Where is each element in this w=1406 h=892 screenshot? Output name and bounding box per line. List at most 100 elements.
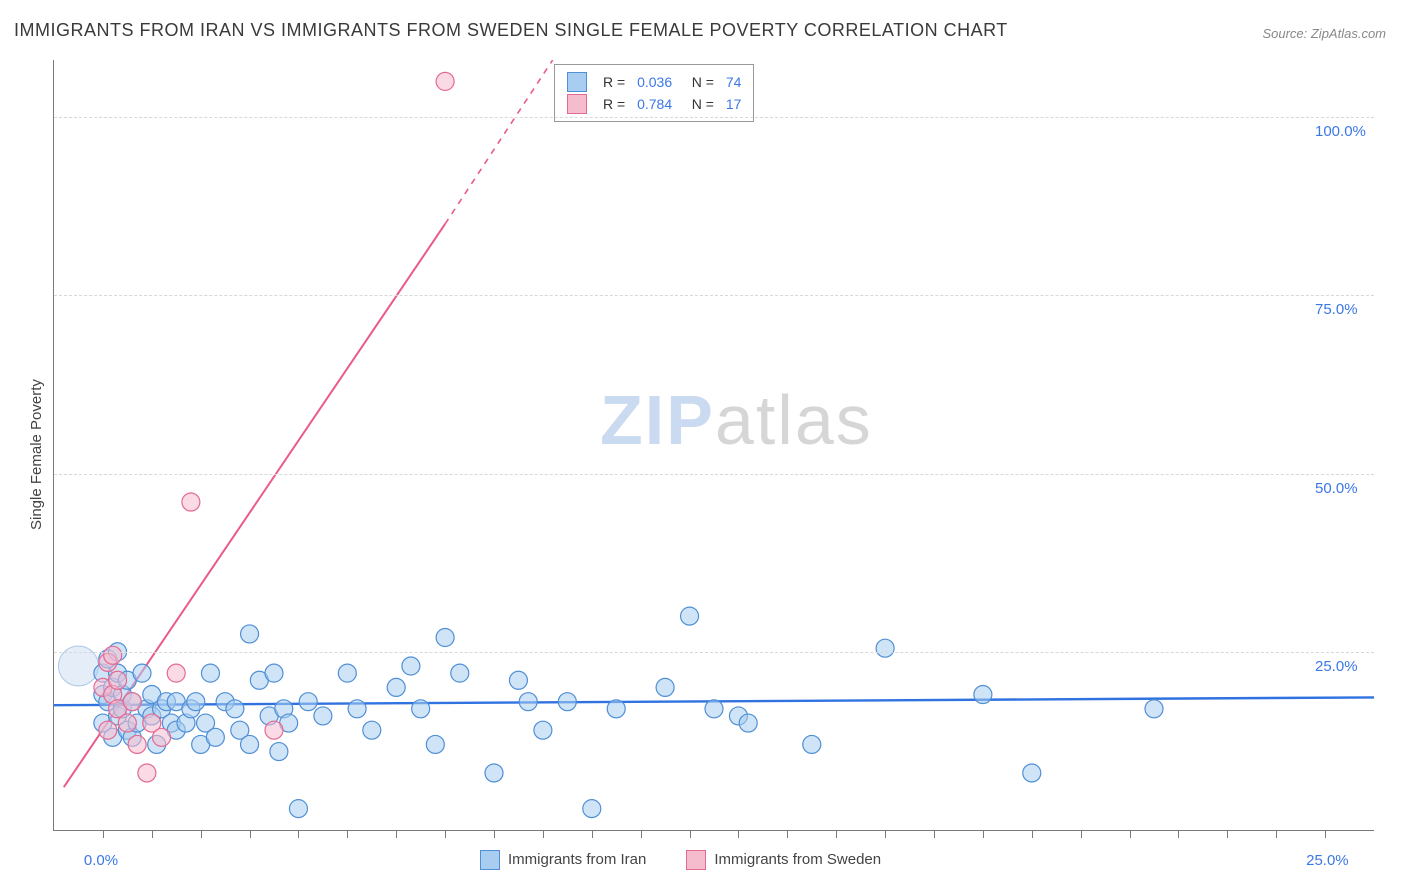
scatter-point <box>739 714 757 732</box>
x-tick <box>1032 830 1033 838</box>
x-tick <box>690 830 691 838</box>
x-tick <box>1178 830 1179 838</box>
scatter-point <box>99 721 117 739</box>
stats-legend: R = 0.036 N = 74R = 0.784 N = 17 <box>554 64 754 122</box>
scatter-point <box>1145 700 1163 718</box>
scatter-point <box>436 629 454 647</box>
x-tick <box>1130 830 1131 838</box>
x-tick <box>250 830 251 838</box>
y-tick-label: 50.0% <box>1315 480 1358 497</box>
scatter-point <box>299 693 317 711</box>
scatter-point <box>226 700 244 718</box>
plot-area: R = 0.036 N = 74R = 0.784 N = 17 <box>53 60 1374 831</box>
x-tick <box>103 830 104 838</box>
x-tick <box>1227 830 1228 838</box>
scatter-point <box>241 625 259 643</box>
scatter-point <box>314 707 332 725</box>
scatter-point <box>451 664 469 682</box>
legend-swatch <box>480 850 500 870</box>
scatter-point <box>363 721 381 739</box>
x-tick <box>543 830 544 838</box>
scatter-point <box>558 693 576 711</box>
stats-r-label: R = <box>603 93 629 115</box>
scatter-point <box>412 700 430 718</box>
scatter-point <box>265 664 283 682</box>
y-tick-label: 25.0% <box>1315 658 1358 675</box>
scatter-point <box>656 678 674 696</box>
legend-swatch <box>567 72 587 92</box>
series-legend: Immigrants from Iran Immigrants from Swed… <box>480 850 881 870</box>
x-tick <box>494 830 495 838</box>
legend-swatch <box>567 94 587 114</box>
scatter-point <box>509 671 527 689</box>
scatter-point <box>187 693 205 711</box>
scatter-point <box>607 700 625 718</box>
scatter-point <box>583 800 601 818</box>
plot-svg <box>54 60 1374 830</box>
scatter-point <box>1023 764 1041 782</box>
trend-line-dashed <box>445 60 553 224</box>
scatter-point <box>485 764 503 782</box>
scatter-point <box>402 657 420 675</box>
y-tick-label: 100.0% <box>1315 123 1366 140</box>
x-tick <box>445 830 446 838</box>
scatter-point <box>153 728 171 746</box>
legend-item: Immigrants from Sweden <box>686 850 881 870</box>
x-tick <box>836 830 837 838</box>
scatter-point <box>128 735 146 753</box>
scatter-point <box>138 764 156 782</box>
x-tick-label: 25.0% <box>1306 852 1349 869</box>
scatter-point <box>270 743 288 761</box>
y-axis-label: Single Female Poverty <box>28 379 45 530</box>
stats-n-label: N = <box>680 71 718 93</box>
x-tick <box>396 830 397 838</box>
x-tick <box>1325 830 1326 838</box>
x-tick <box>641 830 642 838</box>
x-tick <box>1081 830 1082 838</box>
stats-n-label: N = <box>680 93 718 115</box>
scatter-point <box>387 678 405 696</box>
x-tick <box>787 830 788 838</box>
x-tick <box>885 830 886 838</box>
scatter-point <box>206 728 224 746</box>
x-tick <box>201 830 202 838</box>
scatter-point <box>803 735 821 753</box>
scatter-point <box>201 664 219 682</box>
scatter-point <box>167 664 185 682</box>
scatter-point <box>338 664 356 682</box>
gridline <box>54 295 1374 296</box>
scatter-point <box>123 693 141 711</box>
y-tick-label: 75.0% <box>1315 301 1358 318</box>
stats-r-label: R = <box>603 71 629 93</box>
scatter-point <box>705 700 723 718</box>
scatter-point <box>104 646 122 664</box>
legend-swatch <box>686 850 706 870</box>
scatter-point <box>974 686 992 704</box>
gridline <box>54 652 1374 653</box>
x-tick <box>934 830 935 838</box>
legend-item: Immigrants from Iran <box>480 850 646 870</box>
x-tick <box>738 830 739 838</box>
x-tick <box>1276 830 1277 838</box>
scatter-point <box>241 735 259 753</box>
legend-label: Immigrants from Sweden <box>714 851 881 868</box>
stats-n-value: 17 <box>726 93 742 115</box>
scatter-point <box>118 714 136 732</box>
x-tick <box>152 830 153 838</box>
scatter-point <box>133 664 151 682</box>
scatter-point <box>436 72 454 90</box>
x-tick <box>983 830 984 838</box>
chart-title: IMMIGRANTS FROM IRAN VS IMMIGRANTS FROM … <box>14 20 1008 41</box>
x-tick <box>592 830 593 838</box>
stats-n-value: 74 <box>726 71 742 93</box>
x-tick-label: 0.0% <box>84 852 118 869</box>
gridline <box>54 474 1374 475</box>
stats-r-value: 0.036 <box>637 71 672 93</box>
scatter-point <box>876 639 894 657</box>
scatter-point <box>109 671 127 689</box>
legend-label: Immigrants from Iran <box>508 851 646 868</box>
gridline <box>54 117 1374 118</box>
scatter-point <box>681 607 699 625</box>
x-tick <box>347 830 348 838</box>
scatter-point <box>519 693 537 711</box>
